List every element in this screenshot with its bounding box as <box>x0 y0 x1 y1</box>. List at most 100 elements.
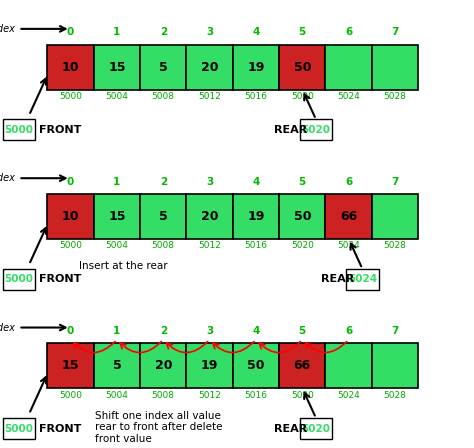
Text: 0: 0 <box>67 177 74 187</box>
Text: 5000: 5000 <box>4 274 34 284</box>
Text: 4: 4 <box>252 27 260 37</box>
Bar <box>47 45 94 90</box>
Text: 5020: 5020 <box>291 241 314 250</box>
Text: 5008: 5008 <box>152 241 175 250</box>
Text: FRONT: FRONT <box>39 424 82 434</box>
Text: 5: 5 <box>299 177 306 187</box>
Text: 5000: 5000 <box>4 424 34 434</box>
Text: FRONT: FRONT <box>39 274 82 284</box>
Text: 2: 2 <box>160 27 167 37</box>
Text: 19: 19 <box>201 359 219 372</box>
Bar <box>300 418 332 439</box>
Text: 2: 2 <box>160 326 167 336</box>
Bar <box>279 194 326 239</box>
Text: 15: 15 <box>62 359 79 372</box>
Text: 0: 0 <box>67 27 74 37</box>
Text: 5024: 5024 <box>337 241 360 250</box>
Bar <box>186 344 233 388</box>
Text: REAR: REAR <box>274 125 308 135</box>
Text: 5020: 5020 <box>301 125 330 135</box>
Text: Shift one index all value
rear to front after delete
front value: Shift one index all value rear to front … <box>95 411 222 444</box>
Text: FRONT: FRONT <box>39 125 82 135</box>
Text: 5020: 5020 <box>291 92 314 101</box>
Text: 5020: 5020 <box>291 391 314 400</box>
Text: 5028: 5028 <box>383 92 406 101</box>
Text: 2: 2 <box>160 177 167 187</box>
Text: 50: 50 <box>293 60 311 74</box>
Bar <box>326 344 372 388</box>
Text: 50: 50 <box>293 210 311 223</box>
Bar <box>140 45 186 90</box>
Text: 20: 20 <box>155 359 172 372</box>
Text: 5: 5 <box>299 326 306 336</box>
Text: 5024: 5024 <box>337 391 360 400</box>
Text: 5016: 5016 <box>245 241 267 250</box>
Bar <box>186 194 233 239</box>
Text: 15: 15 <box>108 60 126 74</box>
Text: 3: 3 <box>206 177 213 187</box>
Text: 5000: 5000 <box>4 125 34 135</box>
Text: 19: 19 <box>247 60 264 74</box>
Text: 5004: 5004 <box>106 391 128 400</box>
Text: 5012: 5012 <box>198 391 221 400</box>
Text: REAR: REAR <box>321 274 354 284</box>
Text: Insert at the rear: Insert at the rear <box>79 261 168 271</box>
Bar <box>346 269 379 290</box>
Bar <box>186 45 233 90</box>
Bar <box>372 344 418 388</box>
Text: 6: 6 <box>345 27 352 37</box>
Bar <box>300 120 332 140</box>
Text: 5020: 5020 <box>301 424 330 434</box>
Text: 5: 5 <box>159 210 168 223</box>
Bar <box>233 45 279 90</box>
Bar <box>94 344 140 388</box>
Bar <box>326 194 372 239</box>
Bar <box>279 344 326 388</box>
Text: 5004: 5004 <box>106 241 128 250</box>
Bar <box>233 344 279 388</box>
Text: 1: 1 <box>113 177 120 187</box>
Bar <box>3 418 35 439</box>
Text: 5016: 5016 <box>245 391 267 400</box>
Text: 5: 5 <box>159 60 168 74</box>
Text: 5024: 5024 <box>348 274 377 284</box>
Text: 3: 3 <box>206 326 213 336</box>
Text: 4: 4 <box>252 177 260 187</box>
Text: 5: 5 <box>299 27 306 37</box>
Text: 7: 7 <box>392 177 399 187</box>
Text: 15: 15 <box>108 210 126 223</box>
Text: index: index <box>0 173 16 183</box>
Bar <box>47 194 94 239</box>
Text: 5000: 5000 <box>59 92 82 101</box>
Text: 5008: 5008 <box>152 92 175 101</box>
Text: 0: 0 <box>67 326 74 336</box>
Text: 1: 1 <box>113 27 120 37</box>
Bar <box>3 269 35 290</box>
Bar <box>326 45 372 90</box>
Bar <box>47 344 94 388</box>
Text: 5004: 5004 <box>106 92 128 101</box>
Text: 5016: 5016 <box>245 92 267 101</box>
Bar <box>3 120 35 140</box>
Text: 20: 20 <box>201 60 219 74</box>
Text: 5024: 5024 <box>337 92 360 101</box>
Bar <box>140 344 186 388</box>
Text: index: index <box>0 323 16 332</box>
Text: 4: 4 <box>252 326 260 336</box>
Text: 66: 66 <box>340 210 357 223</box>
Text: 7: 7 <box>392 326 399 336</box>
Text: 5028: 5028 <box>383 391 406 400</box>
Text: 10: 10 <box>62 210 79 223</box>
Text: 1: 1 <box>113 326 120 336</box>
Bar <box>140 194 186 239</box>
Text: 20: 20 <box>201 210 219 223</box>
Text: 5: 5 <box>112 359 121 372</box>
Text: 3: 3 <box>206 27 213 37</box>
Text: 5012: 5012 <box>198 92 221 101</box>
Text: REAR: REAR <box>274 424 308 434</box>
Text: 19: 19 <box>247 210 264 223</box>
Text: 6: 6 <box>345 177 352 187</box>
Bar <box>372 45 418 90</box>
Text: 7: 7 <box>392 27 399 37</box>
Text: 50: 50 <box>247 359 264 372</box>
